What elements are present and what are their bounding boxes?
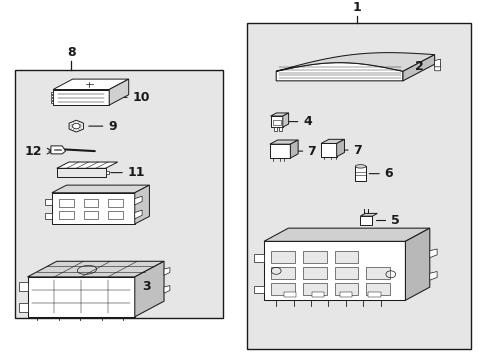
Bar xyxy=(311,292,324,297)
Polygon shape xyxy=(163,285,169,293)
Text: 7: 7 xyxy=(307,145,316,158)
Bar xyxy=(271,267,294,279)
Polygon shape xyxy=(69,120,83,132)
Polygon shape xyxy=(360,213,377,216)
Polygon shape xyxy=(270,116,282,127)
Bar xyxy=(51,95,53,97)
Polygon shape xyxy=(434,63,440,71)
Polygon shape xyxy=(336,139,344,157)
Bar xyxy=(59,199,74,207)
Polygon shape xyxy=(402,55,434,81)
Bar xyxy=(303,251,326,263)
Text: 6: 6 xyxy=(384,167,392,180)
Bar xyxy=(367,292,380,297)
Polygon shape xyxy=(254,254,264,262)
Bar xyxy=(366,283,389,295)
Bar xyxy=(51,98,53,100)
Bar xyxy=(303,267,326,279)
Polygon shape xyxy=(276,53,434,71)
Polygon shape xyxy=(405,228,429,300)
Bar xyxy=(108,199,122,207)
Text: 3: 3 xyxy=(142,280,150,293)
Polygon shape xyxy=(163,267,169,275)
Text: 5: 5 xyxy=(390,214,399,227)
Text: 10: 10 xyxy=(132,91,149,104)
Bar xyxy=(83,199,98,207)
Bar xyxy=(83,211,98,219)
Ellipse shape xyxy=(354,165,365,168)
Polygon shape xyxy=(19,282,27,291)
Text: 7: 7 xyxy=(352,144,361,157)
Bar xyxy=(271,283,294,295)
Bar xyxy=(51,101,53,103)
Bar xyxy=(51,92,53,94)
Polygon shape xyxy=(321,144,336,157)
Polygon shape xyxy=(27,261,163,277)
Polygon shape xyxy=(429,271,436,280)
Polygon shape xyxy=(52,193,135,224)
Text: 9: 9 xyxy=(108,120,116,132)
Bar xyxy=(108,211,122,219)
Polygon shape xyxy=(135,261,163,317)
Polygon shape xyxy=(19,303,27,312)
Polygon shape xyxy=(434,59,440,67)
Polygon shape xyxy=(52,185,149,193)
Polygon shape xyxy=(270,113,288,116)
Polygon shape xyxy=(105,171,109,174)
Text: 1: 1 xyxy=(351,1,360,14)
Polygon shape xyxy=(269,140,298,144)
Bar xyxy=(278,127,282,131)
Text: 8: 8 xyxy=(67,46,76,59)
Bar xyxy=(283,292,295,297)
Polygon shape xyxy=(57,162,118,168)
Bar xyxy=(354,166,365,181)
Polygon shape xyxy=(429,249,436,258)
Bar xyxy=(273,127,277,131)
Polygon shape xyxy=(360,216,372,225)
Polygon shape xyxy=(276,63,402,81)
Polygon shape xyxy=(290,140,298,158)
Text: 2: 2 xyxy=(414,60,423,73)
Bar xyxy=(59,211,74,219)
Bar xyxy=(272,120,280,125)
Polygon shape xyxy=(53,79,128,90)
Bar xyxy=(15,69,222,318)
Polygon shape xyxy=(264,241,405,300)
Bar xyxy=(339,292,351,297)
Polygon shape xyxy=(44,212,52,219)
Polygon shape xyxy=(264,228,429,241)
Polygon shape xyxy=(51,146,65,154)
Polygon shape xyxy=(57,168,105,177)
Polygon shape xyxy=(321,139,344,144)
Polygon shape xyxy=(282,113,288,127)
Polygon shape xyxy=(44,199,52,205)
Text: 4: 4 xyxy=(303,115,311,128)
Bar xyxy=(334,267,358,279)
Bar xyxy=(271,251,294,263)
Bar xyxy=(334,251,358,263)
Polygon shape xyxy=(269,144,290,158)
Polygon shape xyxy=(135,196,142,205)
Polygon shape xyxy=(135,210,142,219)
Polygon shape xyxy=(254,286,264,293)
Bar xyxy=(246,23,470,349)
Bar xyxy=(334,283,358,295)
Bar xyxy=(366,267,389,279)
Polygon shape xyxy=(109,79,128,105)
Polygon shape xyxy=(53,90,109,105)
Text: 12: 12 xyxy=(24,145,42,158)
Text: 11: 11 xyxy=(127,166,144,179)
Bar xyxy=(303,283,326,295)
Polygon shape xyxy=(27,277,135,317)
Polygon shape xyxy=(135,185,149,224)
